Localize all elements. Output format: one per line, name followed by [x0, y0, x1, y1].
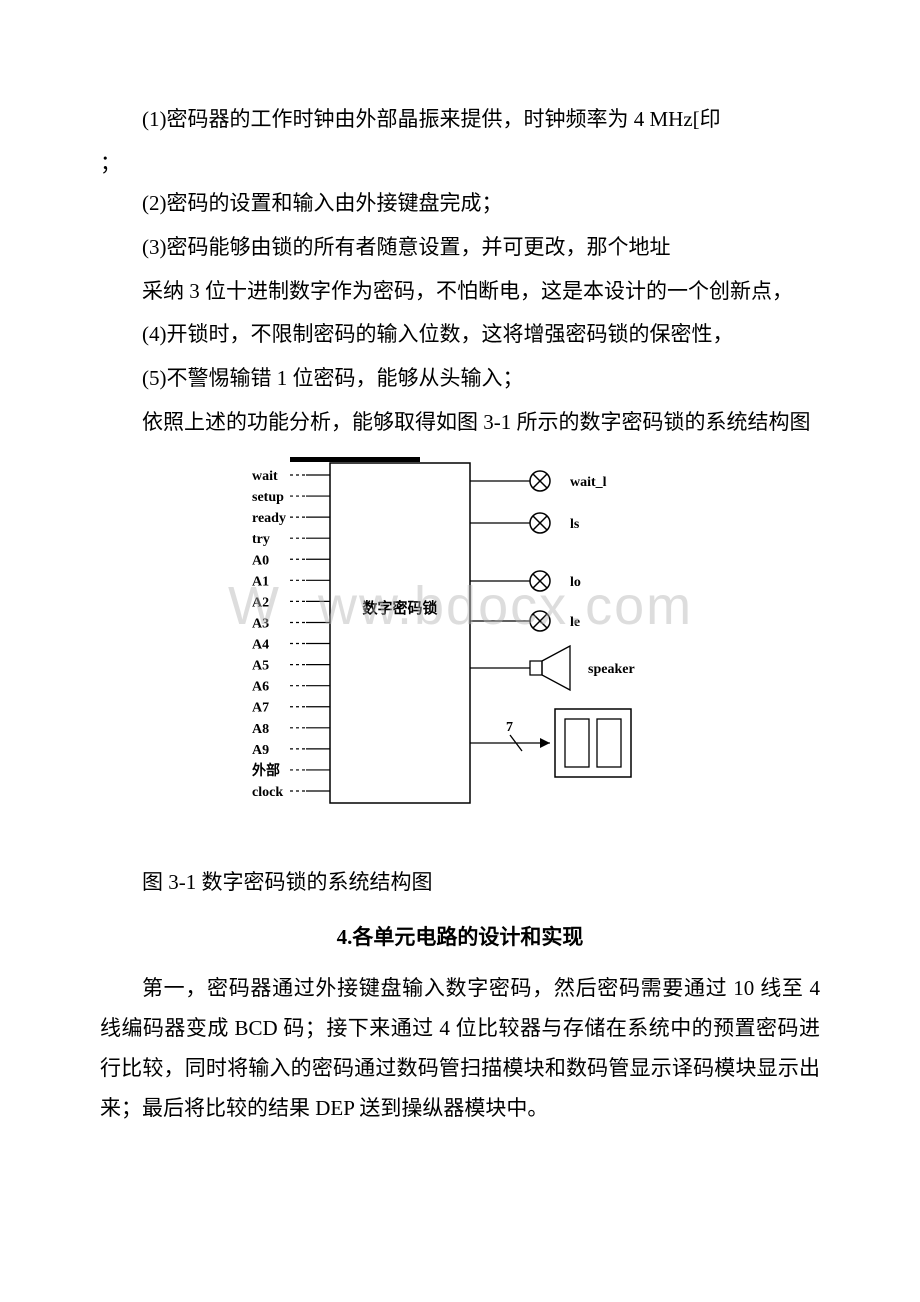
svg-text:A8: A8 — [252, 722, 269, 737]
svg-text:wait_l: wait_l — [570, 475, 607, 490]
svg-text:ls: ls — [570, 517, 580, 532]
svg-text:A4: A4 — [252, 638, 269, 653]
paragraph-1b: ； — [100, 144, 820, 184]
svg-text:A1: A1 — [252, 574, 269, 589]
svg-text:A6: A6 — [252, 680, 269, 695]
paragraph-4: 采纳 3 位十进制数字作为密码，不怕断电，这是本设计的一个创新点， — [100, 272, 820, 312]
svg-text:A0: A0 — [252, 553, 269, 568]
svg-text:数字密码锁: 数字密码锁 — [362, 599, 437, 617]
paragraph-8: 第一，密码器通过外接键盘输入数字密码，然后密码需要通过 10 线至 4 线编码器… — [100, 969, 820, 1129]
section-heading-4: 4.各单元电路的设计和实现 — [100, 921, 820, 951]
paragraph-5: (4)开锁时，不限制密码的输入位数，这将增强密码锁的保密性， — [100, 315, 820, 355]
diagram-caption: 图 3-1 数字密码锁的系统结构图 — [100, 863, 820, 903]
paragraph-7: 依照上述的功能分析，能够取得如图 3-1 所示的数字密码锁的系统结构图 — [100, 403, 820, 443]
svg-text:setup: setup — [252, 490, 284, 505]
diagram-container: 数字密码锁 wait setup ready try A0 A1 A2 A3 A4 A5 A6 A7 A8… — [100, 453, 820, 853]
paragraph-6: (5)不警惕输错 1 位密码，能够从头输入； — [100, 359, 820, 399]
svg-text:ready: ready — [252, 511, 286, 526]
svg-text:7: 7 — [506, 720, 513, 735]
svg-text:外部: 外部 — [252, 762, 280, 779]
svg-text:speaker: speaker — [588, 662, 635, 677]
svg-text:clock: clock — [252, 785, 283, 800]
paragraph-2: (2)密码的设置和输入由外接键盘完成； — [100, 184, 820, 224]
system-diagram: 数字密码锁 wait setup ready try A0 A1 A2 A3 A4 A5 A6 A7 A8… — [210, 453, 710, 853]
svg-text:A7: A7 — [252, 701, 269, 716]
svg-text:A2: A2 — [252, 596, 269, 611]
svg-text:A3: A3 — [252, 617, 269, 632]
svg-text:A9: A9 — [252, 743, 269, 758]
svg-text:wait: wait — [252, 469, 278, 484]
svg-text:try: try — [252, 532, 270, 547]
svg-text:le: le — [570, 615, 580, 630]
paragraph-3: (3)密码能够由锁的所有者随意设置，并可更改，那个地址 — [100, 228, 820, 268]
svg-text:A5: A5 — [252, 659, 269, 674]
svg-text:lo: lo — [570, 575, 581, 590]
paragraph-1: (1)密码器的工作时钟由外部晶振来提供，时钟频率为 4 MHz[印 — [100, 100, 820, 140]
